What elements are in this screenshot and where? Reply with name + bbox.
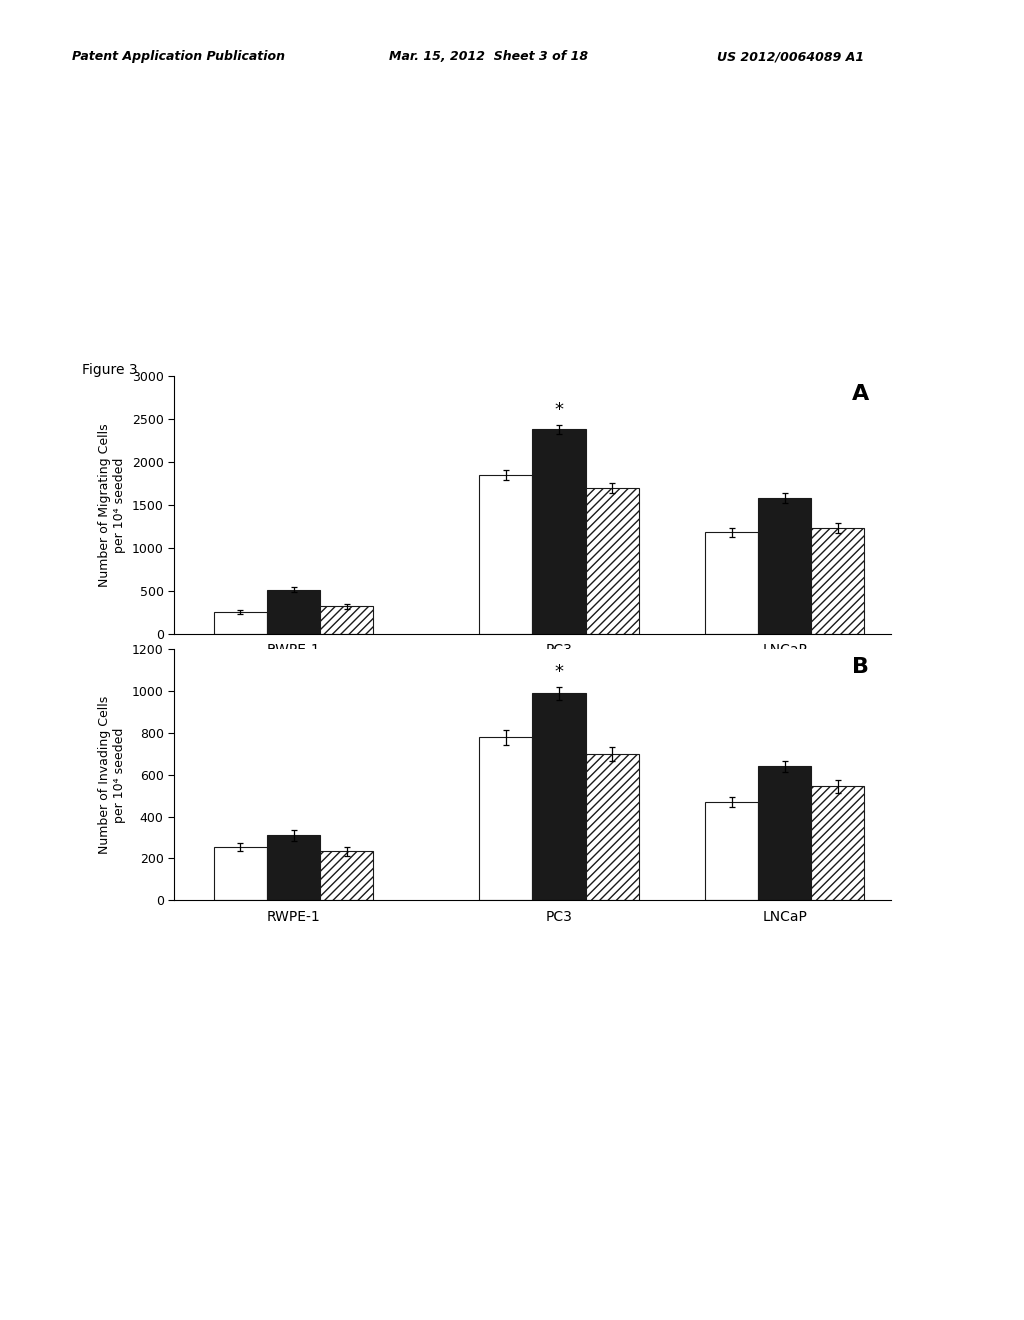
Text: US 2012/0064089 A1: US 2012/0064089 A1 <box>717 50 864 63</box>
Bar <box>532 693 586 900</box>
Text: *: * <box>555 401 563 418</box>
Bar <box>758 767 811 900</box>
Bar <box>758 498 811 634</box>
Bar <box>479 475 532 634</box>
Bar <box>586 488 639 634</box>
Bar <box>214 612 267 634</box>
Y-axis label: Number of Invading Cells
per 10⁴ seeded: Number of Invading Cells per 10⁴ seeded <box>98 696 126 854</box>
Bar <box>479 737 532 900</box>
Text: A: A <box>852 384 869 404</box>
Bar <box>706 532 758 634</box>
Bar <box>706 803 758 900</box>
Bar <box>267 836 321 900</box>
Text: Mar. 15, 2012  Sheet 3 of 18: Mar. 15, 2012 Sheet 3 of 18 <box>389 50 588 63</box>
Bar <box>586 754 639 900</box>
Bar <box>267 590 321 634</box>
Text: *: * <box>555 663 563 681</box>
Text: B: B <box>852 657 869 677</box>
Bar <box>811 787 864 900</box>
Text: Patent Application Publication: Patent Application Publication <box>72 50 285 63</box>
Bar <box>532 429 586 634</box>
Bar <box>811 528 864 634</box>
Text: Figure 3: Figure 3 <box>82 363 137 378</box>
Bar <box>321 851 373 900</box>
Y-axis label: Number of Migrating Cells
per 10⁴ seeded: Number of Migrating Cells per 10⁴ seeded <box>98 424 126 586</box>
Bar <box>321 606 373 634</box>
Bar <box>214 847 267 900</box>
